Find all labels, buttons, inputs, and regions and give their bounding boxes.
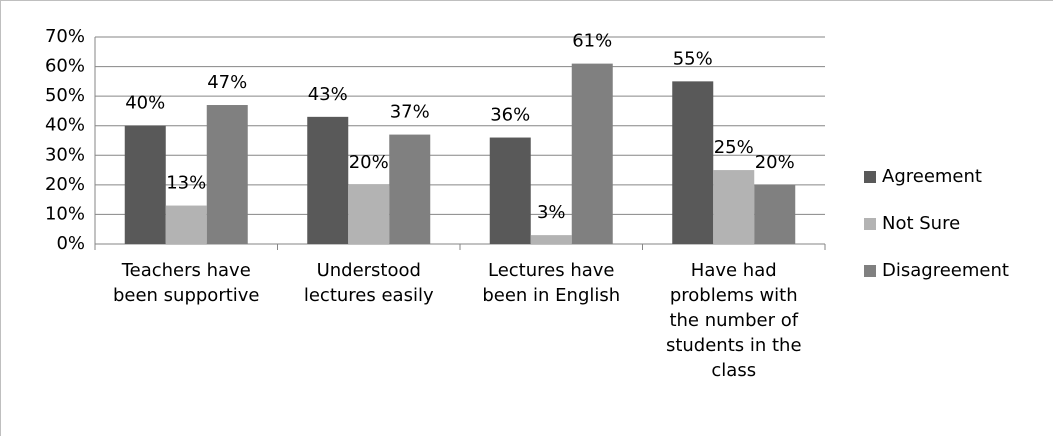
data-label: 47%	[207, 72, 247, 93]
bar	[307, 116, 349, 244]
bar	[672, 81, 714, 244]
y-tick-label: 40%	[45, 115, 85, 136]
y-tick-label: 0%	[56, 233, 85, 254]
y-tick-label: 70%	[45, 26, 85, 47]
bar	[124, 125, 166, 244]
bar	[389, 134, 431, 244]
bar	[348, 184, 390, 244]
x-tick-label: Have had problems with the number of stu…	[665, 260, 802, 381]
legend-label: Agreement	[882, 166, 982, 187]
x-tick-label: Teachers have been supportive	[112, 260, 260, 306]
legend-swatch	[864, 265, 876, 277]
bar	[571, 63, 613, 244]
bar	[489, 137, 531, 244]
data-label: 25%	[714, 137, 754, 158]
y-tick-label: 10%	[45, 203, 85, 224]
x-tick-label: Lectures have been in English	[482, 260, 621, 306]
legend-label: Disagreement	[882, 260, 1009, 281]
data-label: 36%	[490, 105, 530, 126]
bar	[530, 235, 572, 244]
y-tick-label: 20%	[45, 174, 85, 195]
y-tick-label: 50%	[45, 85, 85, 106]
data-label: 13%	[166, 173, 206, 194]
y-tick-label: 30%	[45, 144, 85, 165]
data-label: 61%	[572, 31, 612, 52]
data-label: 20%	[349, 152, 389, 173]
bar	[754, 184, 796, 244]
legend-label: Not Sure	[882, 213, 960, 234]
data-label: 20%	[755, 152, 795, 173]
y-tick-label: 60%	[45, 56, 85, 77]
bar	[206, 105, 248, 244]
data-label: 43%	[308, 84, 348, 105]
data-label: 3%	[537, 202, 566, 223]
data-label: 37%	[390, 102, 430, 123]
legend-swatch	[864, 171, 876, 183]
data-label: 40%	[125, 93, 165, 114]
x-tick-label: Understood lectures easily	[303, 260, 434, 306]
bar	[713, 170, 755, 244]
data-label: 55%	[673, 48, 713, 69]
bar	[165, 205, 207, 244]
legend-swatch	[864, 218, 876, 230]
